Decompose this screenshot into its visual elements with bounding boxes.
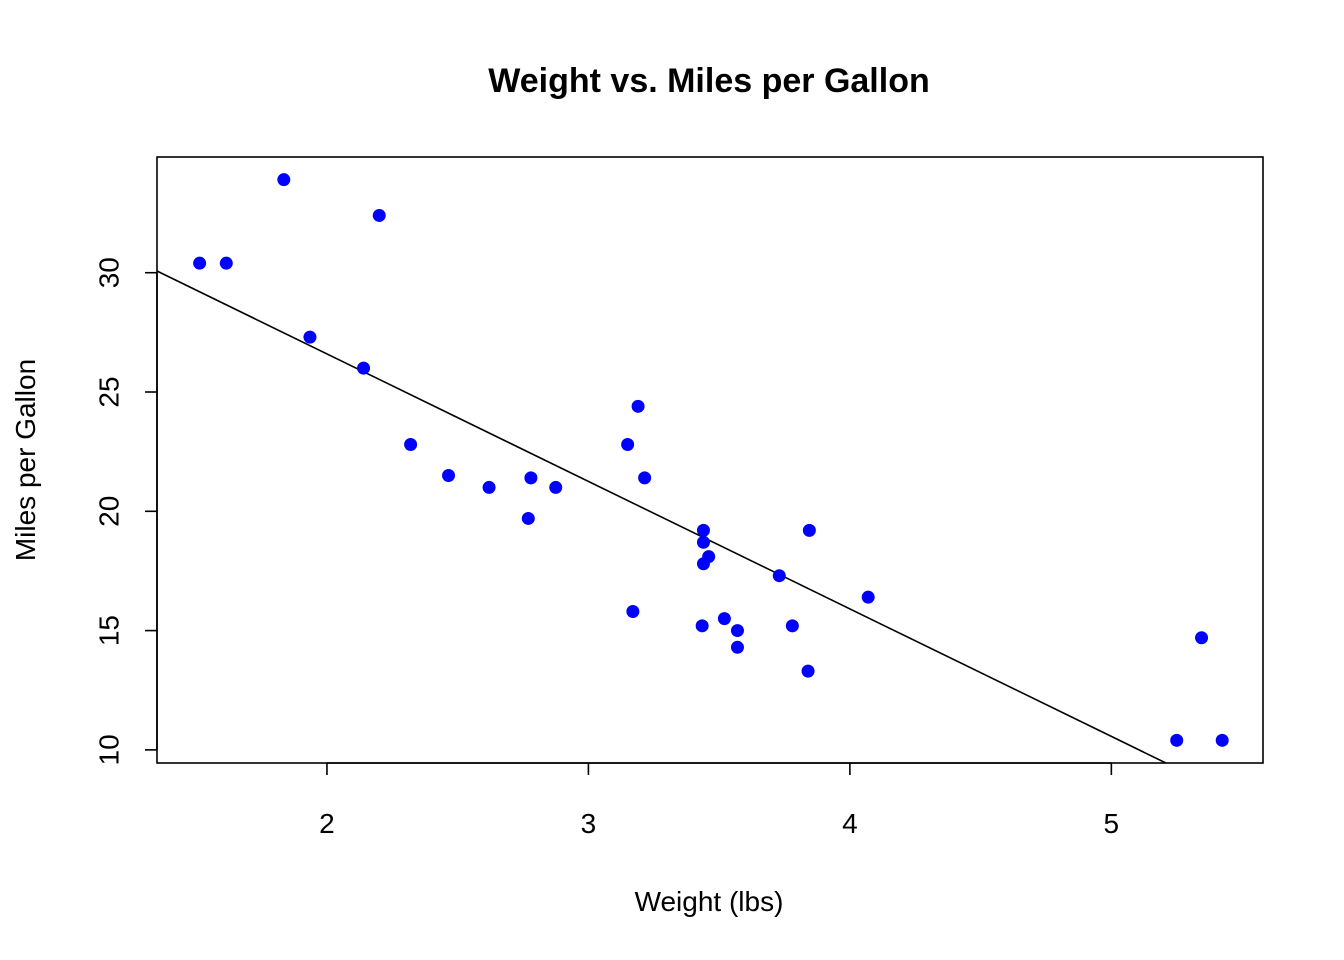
data-point (372, 208, 386, 222)
data-point (357, 361, 371, 375)
regression-layer (156, 270, 1167, 764)
plot-frame (156, 156, 1264, 764)
x-tick-label: 2 (319, 808, 335, 839)
data-point (404, 437, 418, 451)
data-point (801, 664, 815, 678)
data-point (549, 480, 563, 494)
regression-line (156, 270, 1167, 764)
data-point (696, 523, 710, 537)
data-point (785, 619, 799, 633)
x-tick-label: 5 (1104, 808, 1120, 839)
y-tick-label: 20 (94, 496, 125, 527)
data-point (702, 550, 716, 564)
data-point (482, 480, 496, 494)
data-point (772, 569, 786, 583)
y-axis-label: Miles per Gallon (10, 359, 41, 561)
y-tick-label: 30 (94, 257, 125, 288)
points-layer (193, 173, 1229, 747)
data-point (626, 605, 640, 618)
x-tick-label: 4 (842, 808, 858, 839)
y-tick-label: 10 (94, 734, 125, 765)
data-point (1215, 733, 1229, 747)
x-axis: 2 3 4 5 (319, 762, 1120, 839)
data-point (442, 469, 456, 483)
data-point (193, 256, 207, 270)
x-axis-label: Weight (lbs) (635, 886, 784, 917)
data-point (730, 624, 744, 638)
data-point (861, 590, 875, 604)
x-tick-label: 3 (581, 808, 597, 839)
data-point (631, 399, 645, 413)
data-point (303, 330, 317, 344)
data-point (521, 511, 535, 525)
data-point (277, 173, 291, 187)
data-point (802, 523, 816, 537)
data-point (730, 640, 744, 654)
y-tick-label: 25 (94, 376, 125, 407)
y-tick-label: 15 (94, 615, 125, 646)
y-axis: 10 15 20 25 30 (94, 257, 158, 765)
data-point (696, 535, 710, 549)
data-point (695, 619, 709, 633)
data-point (1170, 733, 1184, 747)
data-point (621, 437, 635, 451)
data-point (219, 256, 233, 270)
data-point (638, 471, 652, 485)
data-point (524, 471, 538, 485)
chart-title: Weight vs. Miles per Gallon (488, 62, 929, 100)
data-point (1195, 631, 1209, 645)
data-point (717, 612, 731, 626)
